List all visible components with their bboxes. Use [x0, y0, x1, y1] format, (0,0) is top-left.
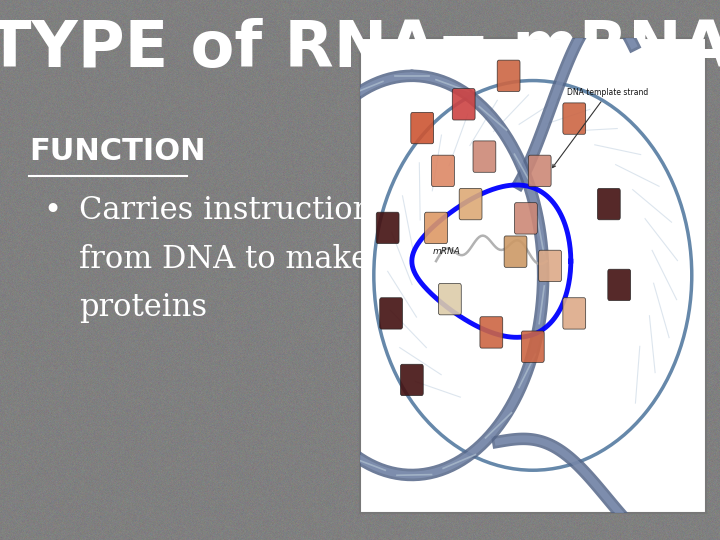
FancyBboxPatch shape [515, 202, 537, 234]
FancyBboxPatch shape [473, 141, 496, 172]
FancyBboxPatch shape [425, 212, 447, 244]
FancyBboxPatch shape [598, 188, 620, 220]
FancyBboxPatch shape [431, 155, 454, 186]
FancyBboxPatch shape [411, 112, 433, 144]
Text: proteins: proteins [79, 292, 207, 323]
FancyBboxPatch shape [504, 236, 527, 267]
Ellipse shape [374, 80, 692, 470]
FancyBboxPatch shape [521, 331, 544, 362]
FancyBboxPatch shape [379, 298, 402, 329]
FancyBboxPatch shape [528, 155, 551, 186]
FancyBboxPatch shape [459, 188, 482, 220]
FancyBboxPatch shape [438, 284, 462, 315]
Text: mRNA: mRNA [433, 247, 460, 256]
Text: TYPE of RNA= mRNA: TYPE of RNA= mRNA [0, 18, 720, 79]
Text: Carries instructions: Carries instructions [79, 195, 388, 226]
FancyBboxPatch shape [452, 89, 475, 120]
Bar [360, 38, 706, 513]
Text: FUNCTION: FUNCTION [29, 137, 205, 166]
FancyBboxPatch shape [539, 250, 562, 281]
FancyBboxPatch shape [400, 364, 423, 396]
Text: DNA template strand: DNA template strand [552, 88, 649, 167]
FancyBboxPatch shape [608, 269, 631, 301]
FancyBboxPatch shape [377, 212, 399, 244]
Text: from DNA to make: from DNA to make [79, 244, 369, 275]
Text: •: • [43, 196, 61, 225]
FancyBboxPatch shape [563, 103, 585, 134]
FancyBboxPatch shape [480, 317, 503, 348]
FancyBboxPatch shape [563, 298, 585, 329]
FancyBboxPatch shape [498, 60, 520, 91]
